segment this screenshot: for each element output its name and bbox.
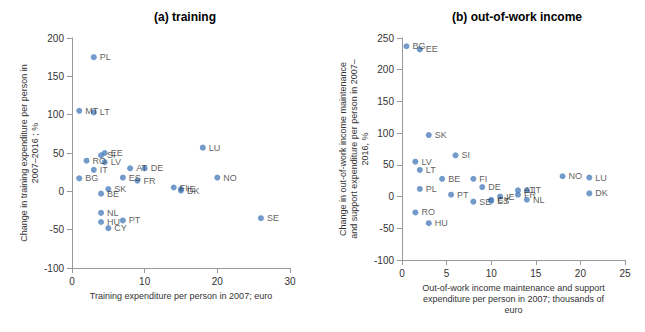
svg-text:20: 20 (212, 276, 224, 287)
svg-text:NO: NO (223, 173, 237, 183)
svg-text:0: 0 (58, 186, 64, 197)
svg-text:IT: IT (100, 165, 109, 175)
svg-text:and support expenditure per pe: and support expenditure per person in 20… (349, 59, 359, 239)
svg-text:BE: BE (107, 189, 119, 199)
svg-text:SE: SE (267, 213, 279, 223)
svg-text:-100: -100 (374, 255, 394, 266)
svg-text:Out-of-work income maintenance: Out-of-work income maintenance and suppo… (422, 283, 605, 293)
svg-text:5: 5 (444, 268, 450, 279)
svg-text:2016, %: 2016, % (360, 132, 370, 165)
svg-text:LT: LT (100, 107, 110, 117)
svg-text:150: 150 (377, 96, 394, 107)
svg-text:0: 0 (399, 268, 405, 279)
svg-text:BG: BG (85, 173, 98, 183)
svg-text:BE: BE (448, 174, 460, 184)
svg-text:100: 100 (377, 128, 394, 139)
svg-text:100: 100 (47, 109, 64, 120)
svg-text:ES: ES (129, 173, 141, 183)
svg-text:SE: SE (479, 197, 491, 207)
svg-text:150: 150 (47, 71, 64, 82)
svg-text:LU: LU (209, 143, 221, 153)
svg-text:BG: BG (412, 41, 425, 51)
svg-text:25: 25 (619, 268, 631, 279)
svg-text:(b) out-of-work income: (b) out-of-work income (452, 10, 582, 24)
svg-text:RO: RO (421, 207, 435, 217)
svg-text:DK: DK (595, 188, 608, 198)
svg-text:LV: LV (111, 157, 121, 167)
svg-text:-100: -100 (44, 263, 64, 274)
svg-text:NL: NL (533, 195, 545, 205)
svg-text:LT: LT (426, 165, 436, 175)
svg-text:(a) training: (a) training (154, 10, 216, 24)
svg-text:NO: NO (569, 171, 583, 181)
svg-text:10: 10 (139, 276, 151, 287)
svg-text:Training expenditure per perso: Training expenditure per person in 2007;… (90, 291, 272, 301)
svg-text:15: 15 (530, 268, 542, 279)
svg-text:10: 10 (486, 268, 498, 279)
svg-text:DK: DK (187, 186, 200, 196)
svg-text:2007–2016 ; %: 2007–2016 ; % (30, 123, 40, 184)
svg-text:50: 50 (383, 159, 395, 170)
svg-text:PT: PT (129, 215, 141, 225)
svg-text:LU: LU (595, 173, 607, 183)
svg-text:30: 30 (284, 276, 296, 287)
svg-text:PT: PT (457, 190, 469, 200)
svg-text:0: 0 (69, 276, 75, 287)
svg-text:Change in training expenditure: Change in training expenditure per perso… (19, 64, 29, 242)
svg-text:200: 200 (377, 64, 394, 75)
svg-text:FI: FI (479, 174, 487, 184)
svg-text:euro: euro (504, 305, 522, 315)
svg-text:0: 0 (388, 191, 394, 202)
svg-text:SI: SI (462, 150, 471, 160)
svg-text:FR: FR (143, 176, 155, 186)
svg-text:expenditure per person in 2007: expenditure per person in 2007; thousand… (423, 294, 605, 304)
svg-text:EE: EE (426, 44, 438, 54)
svg-text:Change in out-of-work income m: Change in out-of-work income maintenance (338, 62, 348, 236)
svg-text:CY: CY (114, 223, 127, 233)
svg-text:-50: -50 (380, 223, 395, 234)
svg-text:PL: PL (426, 184, 437, 194)
svg-text:MT: MT (85, 106, 98, 116)
svg-text:DE: DE (151, 163, 164, 173)
svg-text:PL: PL (100, 52, 111, 62)
svg-text:-50: -50 (50, 224, 65, 235)
svg-text:HU: HU (435, 218, 448, 228)
svg-text:ES: ES (497, 196, 509, 206)
svg-text:20: 20 (575, 268, 587, 279)
svg-text:250: 250 (377, 33, 394, 44)
svg-text:DE: DE (488, 182, 501, 192)
svg-text:SK: SK (435, 130, 447, 140)
svg-text:50: 50 (53, 148, 65, 159)
svg-text:200: 200 (47, 33, 64, 44)
